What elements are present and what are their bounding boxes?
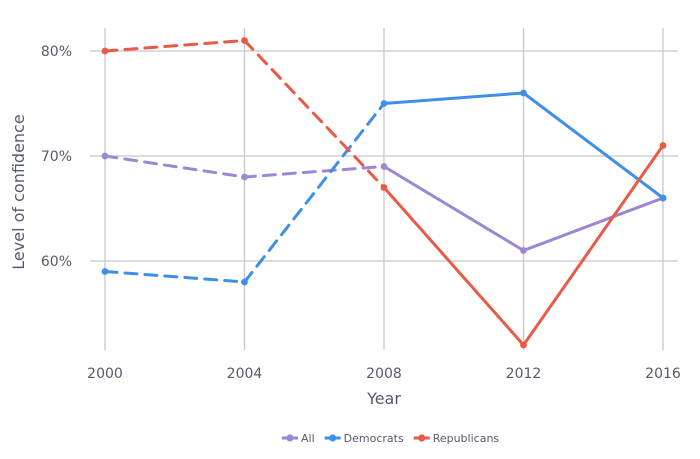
tick-labels: 2000 2004 2008 2012 2016 60% 70% 80% [41,44,681,382]
data-point-all [520,247,527,254]
legend-swatch-point [286,434,294,442]
x-tick-label: 2012 [506,366,542,382]
x-tick-label: 2016 [645,366,681,382]
x-tick-label: 2008 [366,366,402,382]
legend-item-all: All [282,432,315,445]
x-tick-label: 2000 [87,366,123,382]
data-point-republicans [101,47,109,55]
legend-label: All [301,432,315,445]
data-point-all [241,173,248,181]
data-point-democrats [520,89,527,97]
data-point-republicans [241,37,248,44]
data-point-democrats [101,268,109,275]
legend-swatch-point [418,434,426,442]
data-point-republicans [380,184,388,191]
legend-item-democrats: Democrats [324,432,404,445]
data-point-democrats [380,100,388,107]
y-axis-title: Level of confidence [9,114,28,269]
y-tick-label: 60% [41,254,72,270]
legend-swatch-point [329,434,337,442]
legend-label: Democrats [344,432,404,445]
data-point-all [101,152,109,160]
legend-item-republicans: Republicans [413,432,500,445]
x-axis-title: Year [366,389,401,408]
y-tick-label: 80% [41,44,72,60]
legend-label: Republicans [433,432,500,445]
data-point-republicans [520,341,527,349]
data-point-democrats [659,194,667,202]
grid [90,28,678,350]
data-point-all [380,163,388,170]
x-tick-label: 2004 [227,366,263,382]
y-tick-label: 70% [41,149,72,165]
legend: All Democrats Republicans [282,432,499,445]
data-points [101,37,667,349]
data-point-democrats [241,278,248,286]
data-point-republicans [659,142,667,149]
